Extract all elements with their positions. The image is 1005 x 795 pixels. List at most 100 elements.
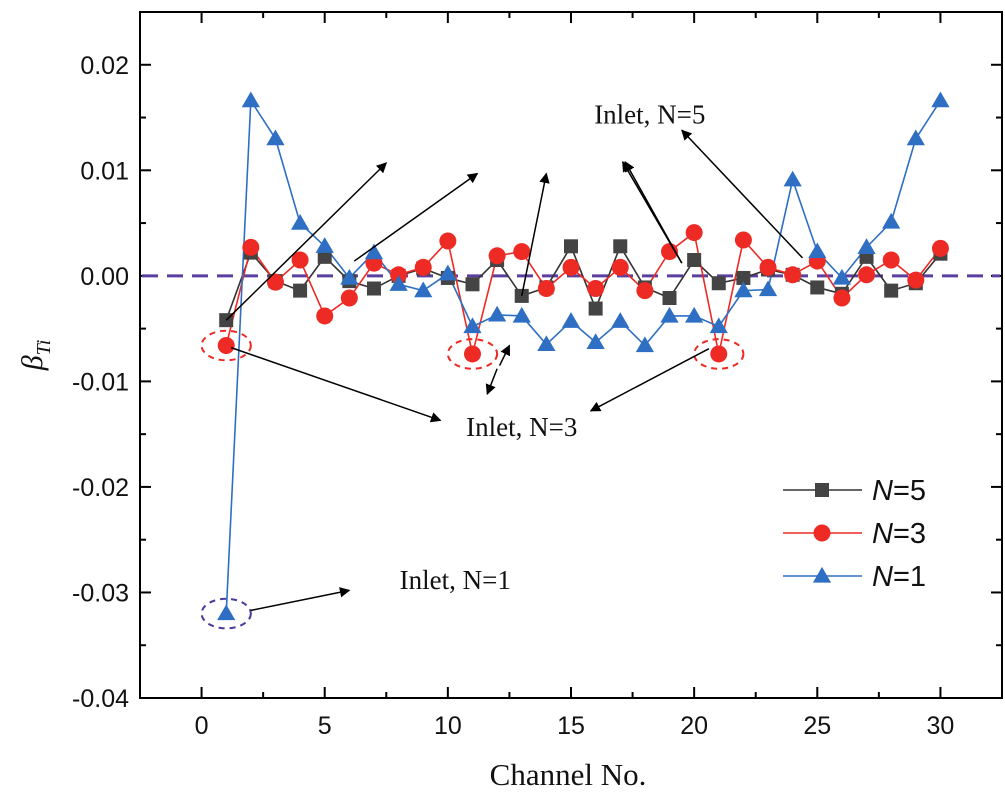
x-tick-label: 20 (680, 712, 708, 740)
point-n3 (882, 251, 900, 269)
annotation-arrow (498, 344, 511, 366)
x-tick-label: 5 (318, 712, 332, 740)
legend-marker-n5 (815, 483, 829, 497)
point-n1 (660, 306, 679, 323)
point-n3 (734, 231, 752, 249)
y-tick-label: -0.04 (72, 685, 129, 713)
point-n5 (736, 270, 751, 285)
point-n3 (414, 258, 432, 276)
point-n3 (587, 280, 605, 298)
point-n1 (709, 317, 728, 334)
annotation-label: Inlet, N=3 (466, 412, 577, 442)
point-n5 (293, 283, 308, 298)
point-n1 (463, 317, 482, 334)
highlight-circle (200, 597, 252, 630)
point-n1 (241, 91, 260, 108)
annotation-arrow (681, 129, 804, 259)
point-n5 (465, 277, 480, 292)
point-n5 (317, 249, 332, 264)
x-tick-label: 15 (557, 712, 585, 740)
point-n3 (562, 258, 580, 276)
legend-label-n1: N=1 (872, 561, 926, 593)
point-n5 (564, 239, 578, 254)
point-n1 (808, 242, 827, 259)
point-n1 (561, 312, 581, 328)
point-n3 (710, 345, 728, 363)
point-n3 (907, 271, 925, 289)
point-n1 (414, 281, 433, 298)
point-n3 (931, 239, 949, 257)
point-n5 (884, 283, 899, 298)
plot-area (139, 11, 1003, 699)
point-n3 (636, 282, 654, 300)
point-n1 (931, 91, 950, 108)
legend-label-n3: N=3 (872, 518, 926, 550)
highlight-circle (693, 338, 745, 370)
legend-label-n5: N=5 (872, 475, 926, 507)
annotation-label: Inlet, N=5 (594, 99, 705, 129)
point-n1 (611, 312, 630, 328)
legend-label-italic: N (872, 475, 893, 507)
y-tick-label: -0.03 (72, 579, 129, 607)
point-n1 (340, 268, 359, 285)
annotation-arrow (250, 587, 351, 612)
point-n3 (242, 238, 260, 256)
point-n1 (586, 333, 605, 349)
point-n5 (662, 291, 677, 306)
point-n1 (315, 237, 334, 253)
legend-marker-n1 (812, 566, 832, 583)
point-n1 (266, 129, 285, 146)
y-tick-label: -0.01 (72, 368, 129, 396)
legend-label-italic: N (872, 518, 893, 550)
point-n1 (783, 170, 802, 187)
point-n5 (613, 239, 628, 254)
point-n5 (810, 280, 825, 295)
point-n3 (217, 337, 235, 355)
point-n3 (537, 280, 555, 298)
point-n3 (759, 258, 777, 276)
point-n1 (290, 213, 310, 230)
point-n3 (611, 258, 629, 276)
y-axis-subscript: Ti (33, 340, 55, 356)
point-n1 (364, 243, 384, 260)
annotation-arrow (521, 172, 550, 297)
legend-label-rest: =1 (893, 561, 926, 593)
x-tick-label: 0 (195, 712, 209, 740)
point-n5 (366, 281, 381, 296)
point-n1 (857, 238, 876, 254)
point-n3 (390, 266, 408, 284)
point-n3 (784, 266, 802, 284)
point-n1 (906, 129, 925, 146)
legend-label-rest: =5 (893, 475, 926, 507)
annotation-arrow (353, 172, 479, 262)
point-n3 (266, 273, 284, 291)
point-n1 (882, 212, 901, 229)
point-n1 (389, 275, 408, 291)
legend-label-rest: =3 (893, 518, 926, 550)
point-n3 (463, 345, 481, 363)
legend-marker-n3 (813, 524, 831, 542)
point-n5 (687, 253, 702, 268)
y-tick-label: 0.02 (80, 52, 129, 80)
highlight-circle (446, 338, 499, 370)
point-n1 (488, 305, 507, 322)
point-n1 (685, 306, 704, 323)
point-n1 (734, 281, 753, 298)
point-n3 (833, 289, 851, 307)
point-n5 (588, 301, 603, 316)
point-n1 (635, 336, 654, 353)
point-n5 (711, 276, 726, 291)
annotation-arrow (230, 346, 442, 423)
point-n3 (291, 251, 309, 269)
point-n3 (488, 247, 506, 265)
x-tick-label: 30 (927, 712, 955, 740)
x-axis-label: Channel No. (490, 757, 647, 792)
point-n3 (316, 307, 334, 325)
y-tick-label: 0.00 (80, 263, 129, 291)
point-n1 (217, 604, 236, 621)
annotation-arrow (225, 162, 388, 321)
annotation-arrow (589, 348, 710, 412)
point-n3 (858, 266, 876, 284)
annotation-arrow (485, 368, 498, 396)
y-tick-label: 0.01 (80, 157, 129, 185)
